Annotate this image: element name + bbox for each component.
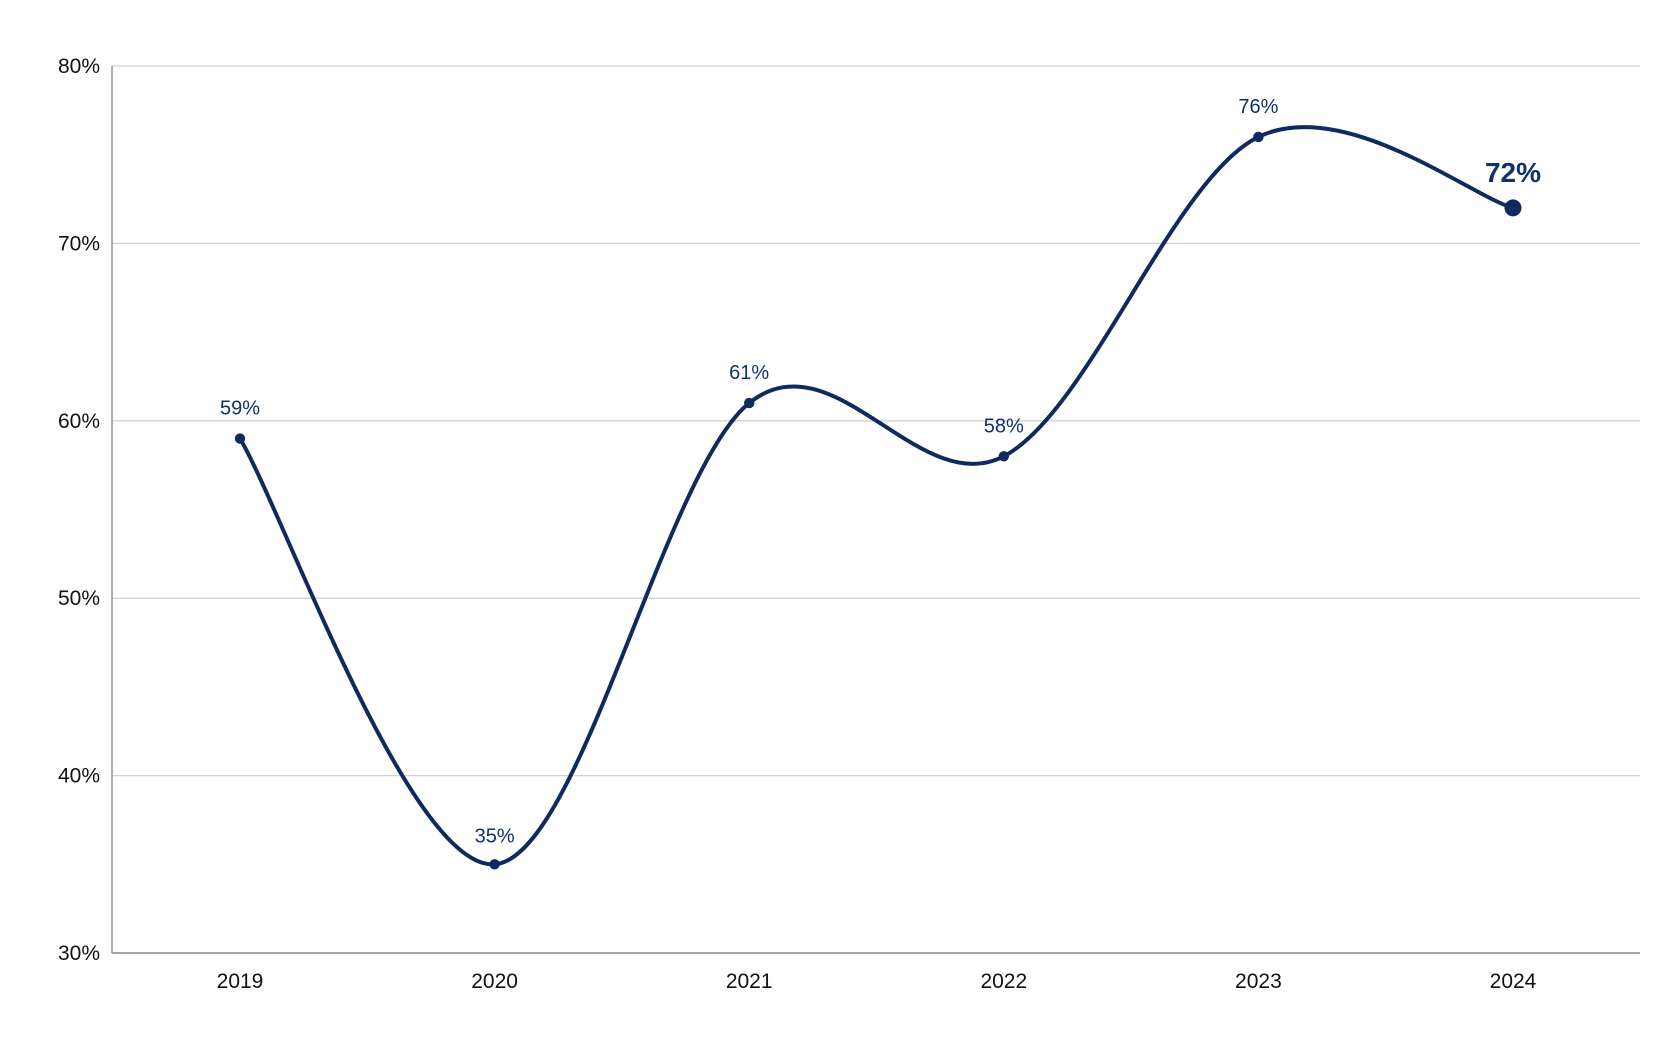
data-label: 61% — [729, 362, 769, 384]
y-tick-label: 40% — [58, 765, 100, 788]
x-tick-label: 2021 — [726, 970, 773, 993]
series-line — [238, 125, 1515, 867]
y-tick-label: 60% — [58, 410, 100, 433]
data-label-highlight: 72% — [1485, 157, 1541, 188]
y-tick-label: 50% — [58, 587, 100, 610]
y-tick-label: 80% — [58, 55, 100, 78]
data-point — [744, 397, 755, 409]
y-tick-label: 30% — [58, 942, 100, 965]
series-layer — [234, 125, 1522, 870]
data-label: 35% — [475, 825, 515, 847]
data-point — [1253, 131, 1264, 143]
x-tick-label: 2024 — [1490, 970, 1537, 993]
data-point — [489, 859, 500, 870]
label-layer: 59% 35% 61% 58% 76% 72% — [220, 96, 1541, 847]
data-label: 58% — [984, 415, 1024, 437]
y-tick-label: 70% — [58, 232, 100, 255]
data-point — [234, 433, 246, 444]
data-point-highlight — [1504, 199, 1522, 217]
grid-layer — [112, 65, 1640, 954]
data-label: 76% — [1238, 96, 1278, 118]
x-tick-label: 2022 — [980, 970, 1027, 993]
data-label: 59% — [220, 398, 260, 420]
x-tick-label: 2020 — [471, 970, 518, 993]
x-tick-label: 2023 — [1235, 970, 1282, 993]
data-point — [998, 451, 1009, 462]
x-tick-label: 2019 — [217, 970, 264, 993]
axis-layer: 30% 40% 50% 60% 70% 80% 2019 2020 2021 2022 2023 20… — [58, 55, 1640, 993]
